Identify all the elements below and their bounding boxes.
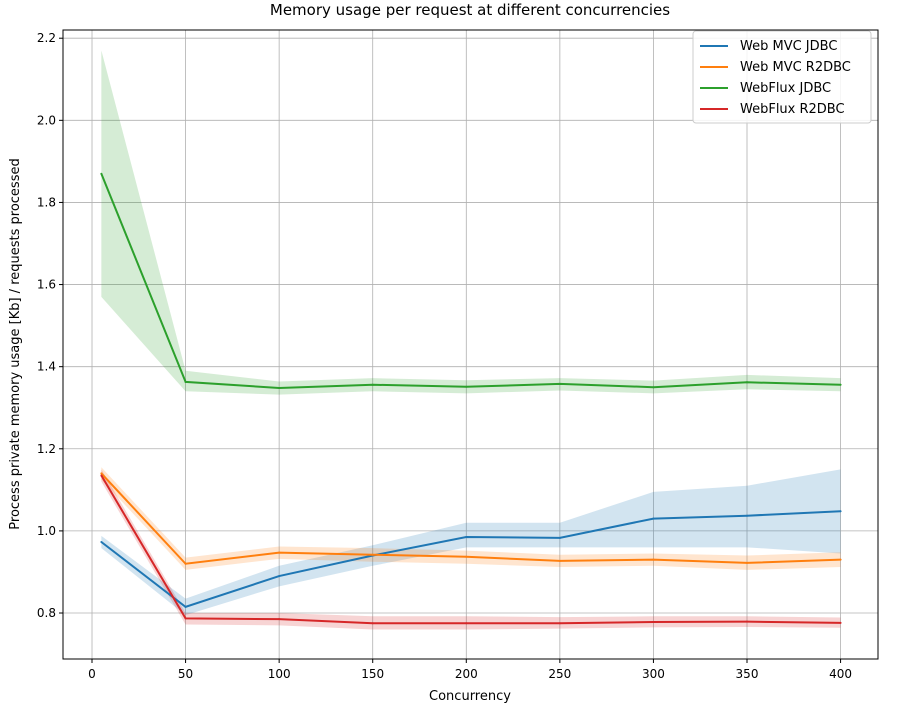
y-tick-label: 1.8	[37, 195, 56, 209]
chart-title: Memory usage per request at different co…	[270, 1, 670, 19]
y-tick-label: 2.0	[37, 113, 56, 127]
point-web-mvc-r2dbc	[184, 562, 187, 565]
band-webflux-jdbc	[101, 50, 841, 395]
point-webflux-jdbc	[184, 380, 187, 383]
point-webflux-r2dbc	[278, 618, 281, 621]
legend: Web MVC JDBC Web MVC R2DBC WebFlux JDBC Web…	[692, 30, 872, 124]
point-web-mvc-jdbc	[839, 510, 842, 513]
y-ticks: 0.8 1.0 1.2 1.4 1.6 1.8 2.0 2.2	[37, 31, 63, 620]
point-web-mvc-r2dbc	[558, 559, 561, 562]
legend-label: Web MVC R2DBC	[740, 60, 851, 75]
point-web-mvc-jdbc	[652, 517, 655, 520]
legend-label: WebFlux R2DBC	[740, 102, 845, 117]
y-tick-label: 2.2	[37, 31, 56, 45]
point-web-mvc-r2dbc	[465, 555, 468, 558]
point-webflux-r2dbc	[558, 622, 561, 625]
y-tick-label: 1.6	[37, 278, 56, 292]
series-lines	[100, 172, 842, 625]
x-tick-label: 150	[361, 667, 384, 681]
point-webflux-r2dbc	[839, 621, 842, 624]
point-web-mvc-r2dbc	[839, 558, 842, 561]
point-webflux-jdbc	[465, 385, 468, 388]
y-tick-label: 1.4	[37, 360, 56, 374]
point-webflux-r2dbc	[100, 474, 103, 477]
x-tick-label: 100	[268, 667, 291, 681]
x-tick-label: 200	[455, 667, 478, 681]
y-tick-label: 0.8	[37, 606, 56, 620]
band-web-mvc-jdbc	[101, 469, 841, 616]
grid	[63, 30, 878, 659]
point-webflux-jdbc	[100, 172, 103, 175]
confidence-bands	[101, 50, 841, 630]
point-webflux-jdbc	[371, 383, 374, 386]
x-axis-label: Concurrency	[429, 689, 511, 704]
point-webflux-r2dbc	[184, 617, 187, 620]
y-tick-label: 1.0	[37, 524, 56, 538]
point-webflux-jdbc	[558, 382, 561, 385]
legend-box	[692, 30, 872, 124]
point-webflux-r2dbc	[746, 620, 749, 623]
point-webflux-jdbc	[839, 383, 842, 386]
point-web-mvc-jdbc	[558, 536, 561, 539]
plot-frame	[62, 29, 879, 660]
x-tick-label: 350	[736, 667, 759, 681]
point-web-mvc-r2dbc	[652, 558, 655, 561]
x-ticks: 0 50 100 150 200 250 300 350 400	[88, 659, 852, 681]
x-tick-label: 0	[88, 667, 96, 681]
point-web-mvc-r2dbc	[371, 553, 374, 556]
point-web-mvc-jdbc	[465, 536, 468, 539]
point-web-mvc-r2dbc	[278, 551, 281, 554]
point-web-mvc-jdbc	[278, 575, 281, 578]
legend-label: WebFlux JDBC	[740, 81, 831, 96]
x-tick-label: 400	[829, 667, 852, 681]
line-webflux-jdbc	[100, 173, 841, 390]
point-webflux-jdbc	[746, 381, 749, 384]
x-tick-label: 300	[642, 667, 665, 681]
point-webflux-jdbc	[652, 386, 655, 389]
x-tick-label: 50	[178, 667, 193, 681]
point-web-mvc-r2dbc	[100, 472, 103, 475]
y-tick-label: 1.2	[37, 442, 56, 456]
point-webflux-r2dbc	[465, 622, 468, 625]
point-web-mvc-jdbc	[746, 514, 749, 517]
band-web-mvc-r2dbc	[101, 467, 841, 570]
point-webflux-r2dbc	[371, 622, 374, 625]
point-web-mvc-r2dbc	[746, 561, 749, 564]
point-webflux-r2dbc	[652, 621, 655, 624]
legend-label: Web MVC JDBC	[740, 39, 837, 54]
point-web-mvc-jdbc	[184, 605, 187, 608]
x-tick-label: 250	[548, 667, 571, 681]
y-axis-label: Process private memory usage [Kb] / requ…	[8, 158, 23, 529]
point-web-mvc-jdbc	[100, 540, 103, 543]
point-webflux-jdbc	[278, 387, 281, 390]
